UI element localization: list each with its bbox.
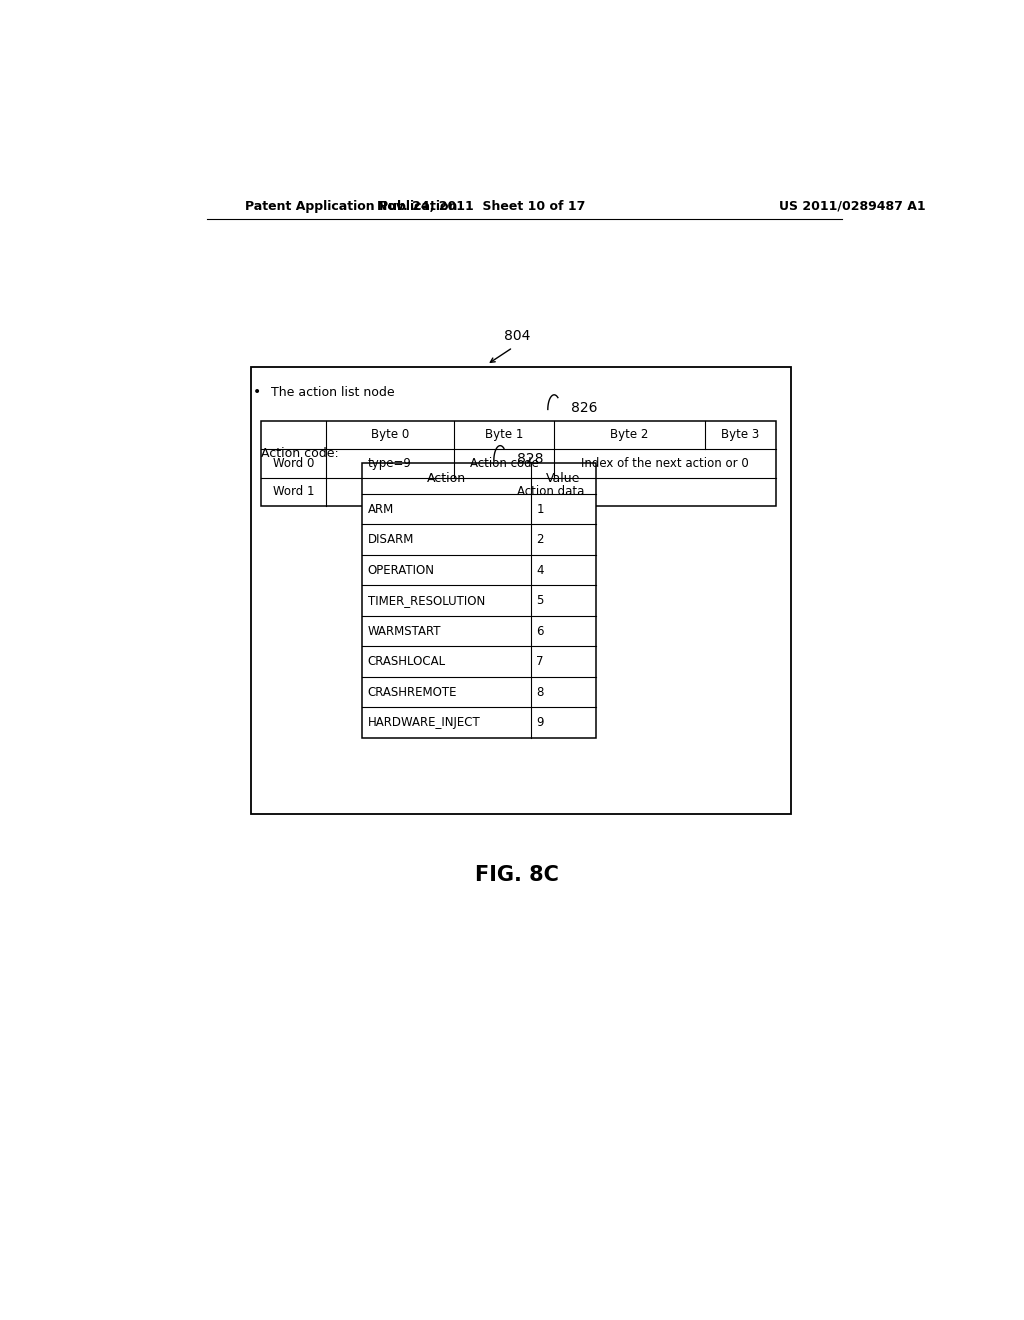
Text: CRASHREMOTE: CRASHREMOTE [368,685,457,698]
Text: 2: 2 [537,533,544,546]
Text: HARDWARE_INJECT: HARDWARE_INJECT [368,715,480,729]
Text: Patent Application Publication: Patent Application Publication [246,199,458,213]
Text: TIMER_RESOLUTION: TIMER_RESOLUTION [368,594,485,607]
Text: type=9: type=9 [368,457,412,470]
Text: 828: 828 [517,453,544,466]
Text: Word 1: Word 1 [272,486,314,498]
Bar [362,463,596,738]
Text: 7: 7 [537,655,544,668]
Text: The action list node: The action list node [270,385,394,399]
Text: Action code: Action code [470,457,539,470]
Text: Byte 3: Byte 3 [721,429,760,441]
Text: US 2011/0289487 A1: US 2011/0289487 A1 [778,199,926,213]
Text: Action: Action [427,473,466,484]
Text: Byte 2: Byte 2 [610,429,648,441]
Text: OPERATION: OPERATION [368,564,434,577]
Text: Action code:: Action code: [261,446,339,459]
Text: 804: 804 [504,330,530,343]
Text: Index of the next action or 0: Index of the next action or 0 [581,457,749,470]
Text: 4: 4 [537,564,544,577]
Bar [261,421,775,506]
Text: Action data: Action data [517,486,585,498]
Text: 8: 8 [537,685,544,698]
Bar [251,367,791,814]
Text: FIG. 8C: FIG. 8C [475,865,559,884]
Text: 6: 6 [537,624,544,638]
Text: ARM: ARM [368,503,394,516]
Text: •: • [253,385,261,399]
Text: Byte 1: Byte 1 [484,429,523,441]
Text: CRASHLOCAL: CRASHLOCAL [368,655,445,668]
Text: 5: 5 [537,594,544,607]
Text: WARMSTART: WARMSTART [368,624,441,638]
Text: 1: 1 [537,503,544,516]
Text: Value: Value [546,473,581,484]
Text: Nov. 24, 2011  Sheet 10 of 17: Nov. 24, 2011 Sheet 10 of 17 [377,199,586,213]
Text: 826: 826 [570,401,597,416]
Text: DISARM: DISARM [368,533,414,546]
Text: 9: 9 [537,715,544,729]
Text: Byte 0: Byte 0 [371,429,409,441]
Text: Word 0: Word 0 [272,457,314,470]
